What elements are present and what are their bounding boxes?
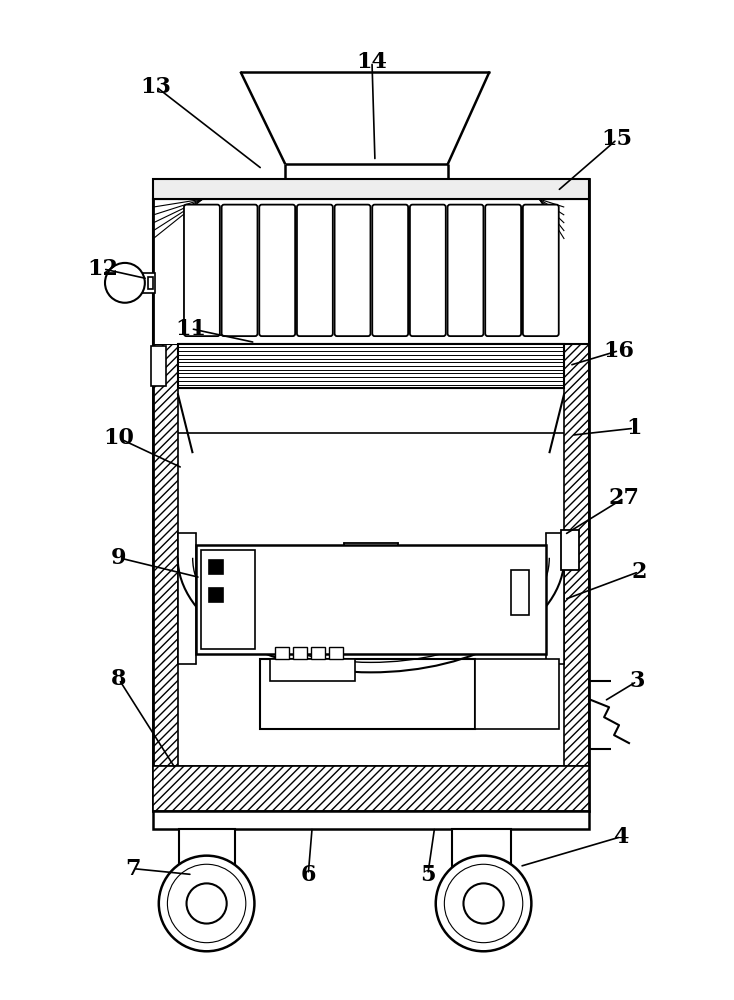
Circle shape [159, 856, 255, 951]
Bar [178, 533, 196, 664]
FancyBboxPatch shape [335, 205, 371, 336]
Bar [475, 659, 559, 729]
Text: 13: 13 [140, 76, 171, 98]
Text: 11: 11 [175, 318, 206, 340]
Circle shape [105, 263, 145, 303]
Text: 3: 3 [629, 670, 644, 692]
FancyBboxPatch shape [372, 205, 408, 336]
Bar [178, 829, 236, 871]
Bar [153, 179, 589, 199]
Bar [562, 530, 579, 570]
Bar [311, 647, 325, 659]
Text: 16: 16 [603, 340, 634, 362]
Bar [148, 277, 153, 289]
Bar [153, 766, 589, 811]
Text: 15: 15 [602, 128, 633, 150]
FancyBboxPatch shape [410, 205, 446, 336]
Polygon shape [241, 72, 490, 164]
Polygon shape [153, 199, 178, 344]
Text: 4: 4 [614, 826, 629, 848]
Bar [275, 647, 289, 659]
FancyBboxPatch shape [485, 205, 521, 336]
Bar [200, 550, 255, 649]
Text: 5: 5 [420, 864, 435, 886]
Bar [261, 659, 475, 729]
Bar [546, 533, 564, 664]
Text: 1: 1 [626, 417, 642, 439]
Text: 6: 6 [300, 864, 316, 886]
Circle shape [463, 883, 504, 924]
Bar [125, 273, 155, 293]
Text: 7: 7 [125, 858, 141, 880]
Bar [150, 346, 166, 386]
FancyBboxPatch shape [448, 205, 484, 336]
Bar [153, 811, 589, 829]
Bar [270, 659, 355, 681]
Bar [208, 588, 222, 602]
FancyBboxPatch shape [184, 205, 220, 336]
Bar [512, 570, 529, 615]
Text: 27: 27 [608, 487, 639, 509]
Bar [451, 829, 512, 871]
Text: 9: 9 [111, 547, 127, 569]
Bar [344, 543, 399, 578]
Circle shape [186, 883, 227, 924]
Bar [196, 545, 546, 654]
Bar [153, 199, 589, 344]
Text: 2: 2 [631, 561, 647, 583]
Text: 10: 10 [103, 427, 134, 449]
Bar [208, 560, 222, 574]
Bar [178, 344, 564, 388]
Text: 12: 12 [87, 258, 118, 280]
Circle shape [436, 856, 531, 951]
FancyBboxPatch shape [222, 205, 258, 336]
FancyBboxPatch shape [259, 205, 295, 336]
FancyBboxPatch shape [297, 205, 333, 336]
Text: 14: 14 [357, 51, 388, 73]
Bar [153, 179, 589, 811]
Bar [329, 647, 343, 659]
Bar [294, 647, 308, 659]
Bar [153, 179, 178, 811]
FancyBboxPatch shape [523, 205, 559, 336]
Text: 8: 8 [111, 668, 127, 690]
Bar [564, 179, 589, 811]
